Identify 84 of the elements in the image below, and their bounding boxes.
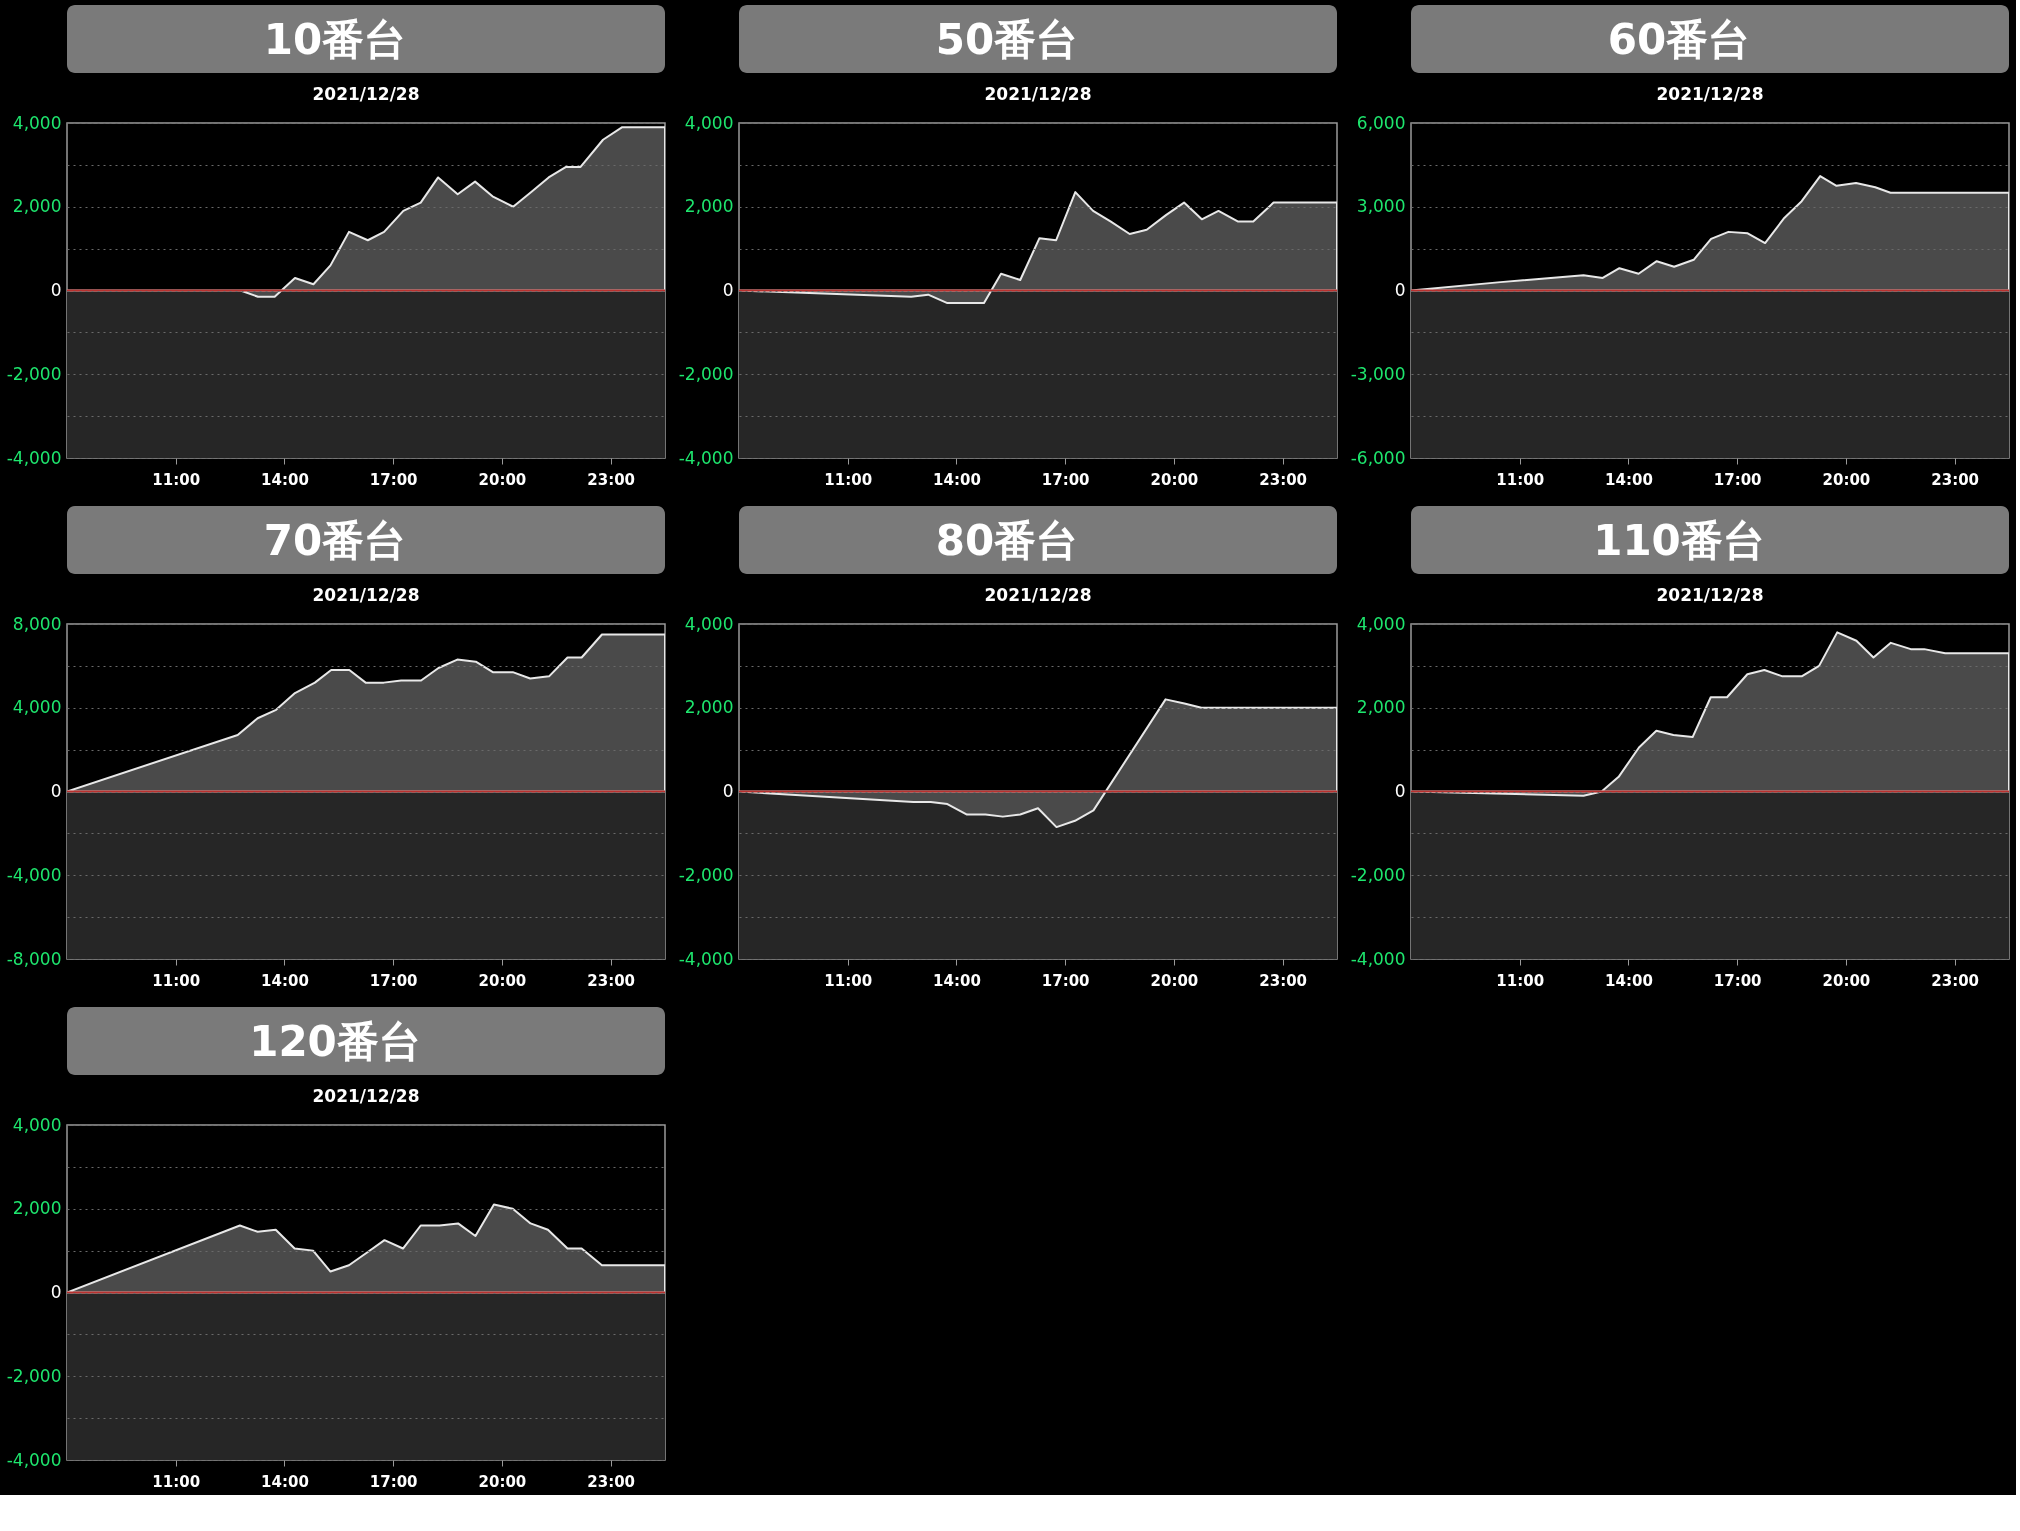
- y-tick-label: 0: [50, 1282, 62, 1302]
- x-tick-label: 23:00: [1931, 470, 1980, 489]
- chart-subtitle: 2021/12/28: [984, 84, 1092, 104]
- y-tick-label: 4,000: [1356, 613, 1406, 634]
- y-tick-label: -4,000: [1350, 948, 1406, 969]
- y-tick-label: -2,000: [678, 363, 734, 384]
- x-tick-label: 23:00: [1931, 971, 1980, 990]
- y-tick-label: 2,000: [12, 196, 62, 217]
- x-tick-label: 17:00: [1713, 971, 1762, 990]
- y-tick-label: -4,000: [6, 1449, 62, 1470]
- y-tick-label: 0: [50, 781, 62, 801]
- x-tick-label: 20:00: [478, 971, 527, 990]
- chart-title: 120番台: [249, 1017, 421, 1066]
- chart-title: 110番台: [1593, 516, 1765, 565]
- x-tick-label: 14:00: [261, 971, 309, 990]
- y-tick-label: 2,000: [12, 1198, 62, 1219]
- y-tick-label: 0: [50, 280, 62, 300]
- y-tick-label: 6,000: [1356, 112, 1406, 133]
- x-tick-label: 11:00: [824, 470, 873, 489]
- y-tick-label: 0: [1394, 280, 1406, 300]
- x-tick-label: 23:00: [587, 470, 636, 489]
- x-tick-label: 20:00: [1822, 470, 1871, 489]
- chart-title: 50番台: [935, 15, 1079, 64]
- y-tick-label: -4,000: [678, 948, 734, 969]
- y-tick-label: 4,000: [12, 697, 62, 718]
- x-tick-label: 23:00: [1259, 470, 1308, 489]
- x-tick-label: 20:00: [1150, 470, 1199, 489]
- x-tick-label: 23:00: [587, 1472, 636, 1491]
- x-tick-label: 20:00: [478, 470, 527, 489]
- y-tick-label: -2,000: [6, 1365, 62, 1386]
- chart-title: 60番台: [1607, 15, 1751, 64]
- y-tick-label: -2,000: [678, 864, 734, 885]
- x-tick-label: 14:00: [933, 971, 981, 990]
- y-tick-label: 2,000: [684, 196, 734, 217]
- x-tick-label: 14:00: [1605, 971, 1653, 990]
- chart-subtitle: 2021/12/28: [1656, 84, 1764, 104]
- y-tick-label: -3,000: [1350, 363, 1406, 384]
- chart-title: 10番台: [263, 15, 407, 64]
- y-tick-label: -4,000: [6, 447, 62, 468]
- x-tick-label: 23:00: [587, 971, 636, 990]
- x-tick-label: 11:00: [824, 971, 873, 990]
- y-tick-label: -4,000: [678, 447, 734, 468]
- x-tick-label: 17:00: [369, 470, 418, 489]
- x-tick-label: 20:00: [478, 1472, 527, 1491]
- y-tick-label: 0: [722, 280, 734, 300]
- y-tick-label: 0: [722, 781, 734, 801]
- y-tick-label: 4,000: [12, 112, 62, 133]
- y-tick-label: -2,000: [6, 363, 62, 384]
- x-tick-label: 14:00: [261, 1472, 309, 1491]
- chart-subtitle: 2021/12/28: [312, 84, 420, 104]
- x-tick-label: 23:00: [1259, 971, 1308, 990]
- y-tick-label: 4,000: [684, 112, 734, 133]
- x-tick-label: 11:00: [1496, 971, 1545, 990]
- y-tick-label: 2,000: [684, 697, 734, 718]
- x-tick-label: 14:00: [1605, 470, 1653, 489]
- x-tick-label: 11:00: [152, 1472, 201, 1491]
- chart-subtitle: 2021/12/28: [312, 1086, 420, 1106]
- y-tick-label: -8,000: [6, 948, 62, 969]
- x-tick-label: 17:00: [1041, 971, 1090, 990]
- y-tick-label: 8,000: [12, 613, 62, 634]
- x-tick-label: 14:00: [933, 470, 981, 489]
- chart-title: 80番台: [935, 516, 1079, 565]
- x-tick-label: 17:00: [1713, 470, 1762, 489]
- x-tick-label: 20:00: [1150, 971, 1199, 990]
- x-tick-label: 17:00: [369, 971, 418, 990]
- y-tick-label: 4,000: [684, 613, 734, 634]
- x-tick-label: 17:00: [369, 1472, 418, 1491]
- x-tick-label: 11:00: [152, 971, 201, 990]
- chart-subtitle: 2021/12/28: [312, 585, 420, 605]
- chart-subtitle: 2021/12/28: [1656, 585, 1764, 605]
- y-tick-label: 3,000: [1356, 196, 1406, 217]
- y-tick-label: 4,000: [12, 1114, 62, 1135]
- x-tick-label: 11:00: [152, 470, 201, 489]
- y-tick-label: 2,000: [1356, 697, 1406, 718]
- y-tick-label: -2,000: [1350, 864, 1406, 885]
- x-tick-label: 14:00: [261, 470, 309, 489]
- chart-subtitle: 2021/12/28: [984, 585, 1092, 605]
- y-tick-label: 0: [1394, 781, 1406, 801]
- y-tick-label: -6,000: [1350, 447, 1406, 468]
- x-tick-label: 11:00: [1496, 470, 1545, 489]
- chart-title: 70番台: [263, 516, 407, 565]
- x-tick-label: 17:00: [1041, 470, 1090, 489]
- y-tick-label: -4,000: [6, 864, 62, 885]
- x-tick-label: 20:00: [1822, 971, 1871, 990]
